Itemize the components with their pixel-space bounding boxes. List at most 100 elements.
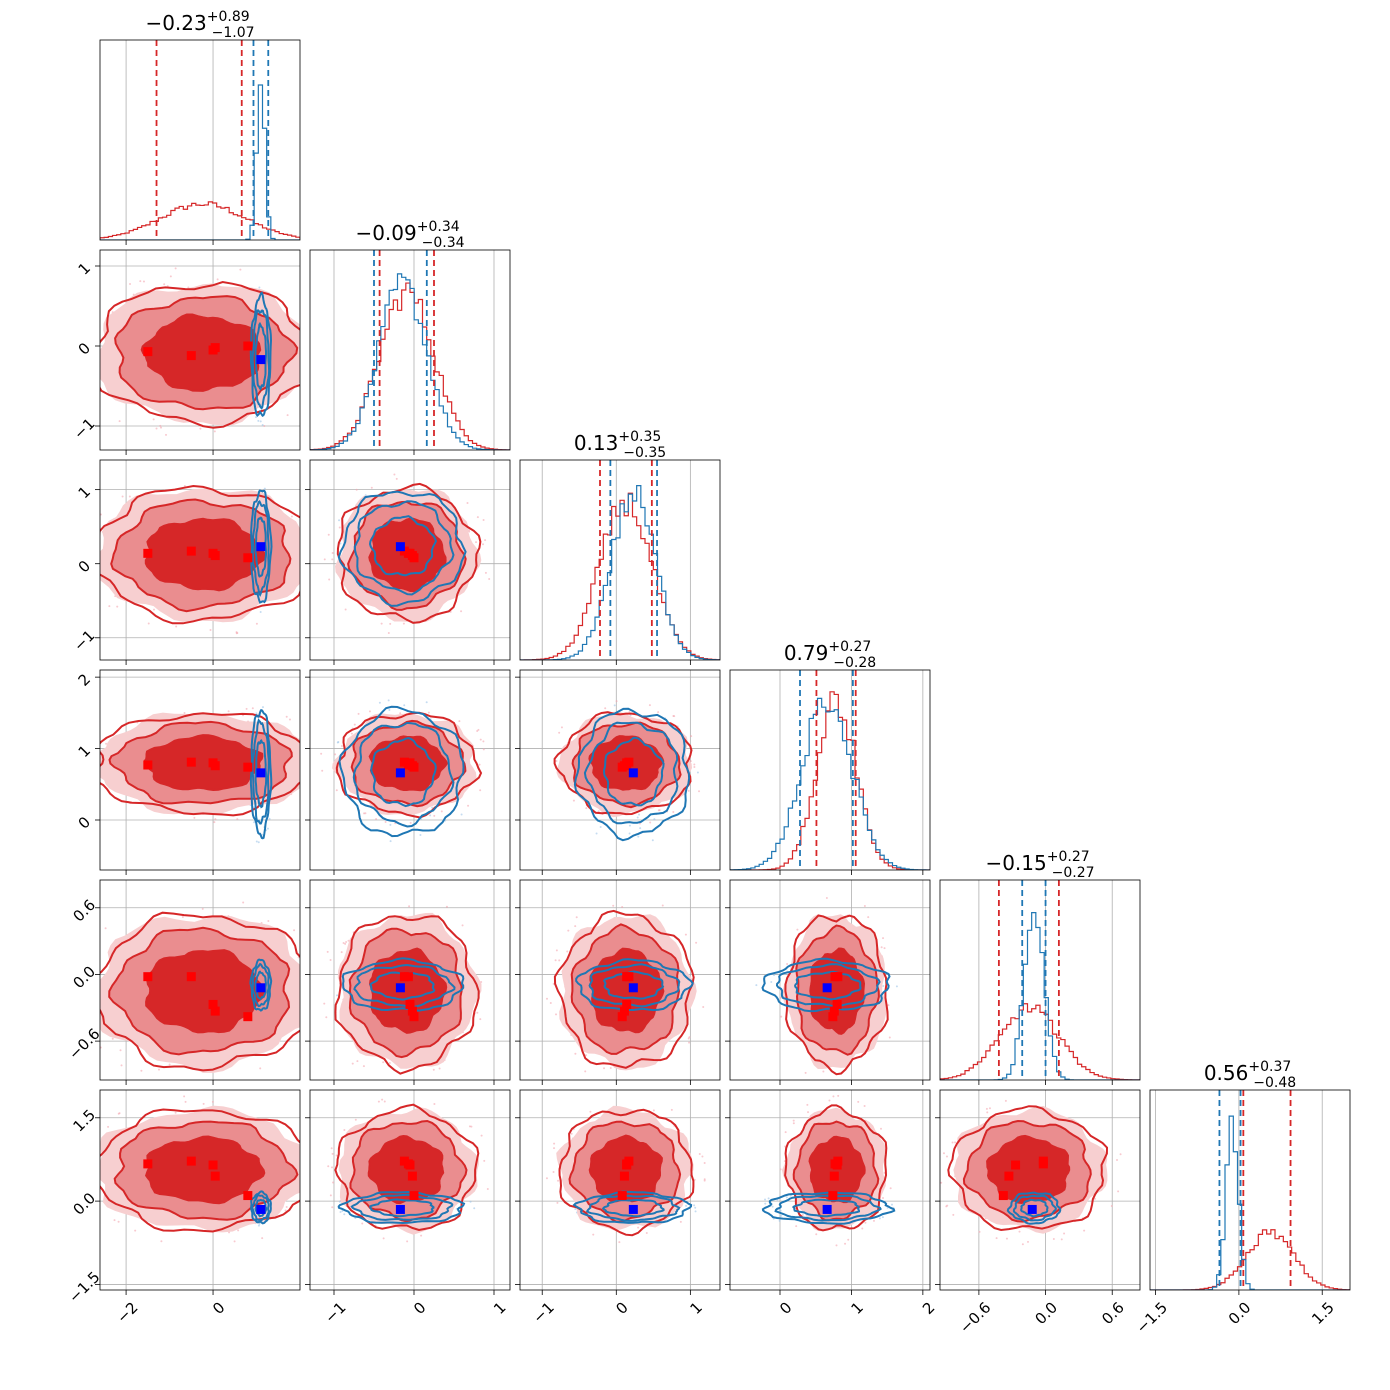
marker-red bbox=[405, 758, 415, 768]
y-tick-label: 1 bbox=[75, 259, 94, 278]
sample-point-red bbox=[649, 821, 652, 824]
panel-content bbox=[730, 880, 930, 1080]
sample-point-red bbox=[1018, 1230, 1021, 1233]
red-contour-inner-fill bbox=[140, 313, 262, 392]
sample-point-red bbox=[342, 942, 345, 945]
sample-point-red bbox=[1021, 1243, 1024, 1246]
sample-point-red bbox=[645, 1231, 648, 1234]
sample-point-red bbox=[476, 1011, 479, 1014]
sample-point-red bbox=[111, 1037, 114, 1040]
sample-point-red bbox=[330, 1158, 332, 1160]
sample-point-red bbox=[134, 1229, 137, 1232]
panel-5-5: 0.56+0.37 −0.48 −1.5 0.0 1.5 bbox=[1133, 1059, 1351, 1337]
sample-point-blue bbox=[694, 1206, 697, 1209]
sample-point-blue bbox=[255, 840, 258, 843]
marker-red bbox=[622, 999, 632, 1009]
sample-point-red bbox=[780, 1015, 783, 1018]
blue-contour-outer bbox=[1006, 1191, 1062, 1225]
red-contour-outer-line bbox=[784, 914, 889, 1076]
title-minus: −0.28 bbox=[833, 655, 876, 671]
sample-point-red bbox=[475, 541, 478, 544]
sample-point-red bbox=[152, 418, 155, 421]
sample-point-red bbox=[482, 543, 485, 546]
sample-point-red bbox=[882, 1197, 885, 1200]
x-tick-label: 0.0 bbox=[1032, 1298, 1062, 1328]
panel-frame bbox=[99, 1089, 301, 1291]
panel-frame bbox=[519, 879, 721, 1081]
sample-point-red bbox=[94, 730, 96, 732]
sample-point-red bbox=[361, 1222, 364, 1225]
sample-point-red bbox=[857, 1100, 860, 1103]
sample-point-red bbox=[213, 430, 216, 433]
panel-frame bbox=[309, 249, 511, 451]
sample-point-blue bbox=[628, 832, 631, 835]
panel-title: 0.13+0.35 −0.35 bbox=[574, 429, 666, 461]
sample-point-red bbox=[174, 1111, 177, 1114]
sample-point-red bbox=[1110, 1204, 1113, 1207]
blue-contour-outer bbox=[575, 958, 694, 1012]
panel-content bbox=[90, 880, 300, 1080]
sample-point-blue bbox=[771, 1205, 774, 1208]
sample-point-blue bbox=[389, 823, 392, 826]
sample-point-red bbox=[395, 477, 398, 480]
sample-point-red bbox=[245, 707, 248, 710]
x-tick-label: 0 bbox=[612, 1298, 631, 1317]
sample-point-red bbox=[334, 753, 337, 756]
marker-red bbox=[622, 1160, 632, 1170]
sample-point-red bbox=[985, 1107, 988, 1110]
sample-point-blue bbox=[629, 714, 632, 717]
histogram-red bbox=[1150, 1229, 1350, 1290]
sample-point-red bbox=[584, 1054, 587, 1057]
sample-point-red bbox=[861, 1227, 864, 1230]
sample-point-red bbox=[263, 424, 266, 427]
blue-contour-mid bbox=[352, 721, 455, 828]
sample-point-red bbox=[316, 773, 318, 775]
sample-point-red bbox=[328, 578, 331, 581]
sample-point-red bbox=[806, 1103, 809, 1106]
blue-contour-outer bbox=[249, 709, 273, 840]
panel-content bbox=[520, 1090, 720, 1290]
sample-point-blue bbox=[259, 610, 262, 613]
sample-point-red bbox=[575, 916, 578, 919]
sample-point-blue bbox=[268, 817, 271, 820]
sample-point-red bbox=[237, 1229, 240, 1232]
sample-point-red bbox=[183, 1095, 186, 1098]
sample-point-blue bbox=[639, 827, 642, 830]
sample-point-blue bbox=[764, 1202, 767, 1205]
sample-point-red bbox=[94, 1136, 96, 1138]
sample-point-red bbox=[330, 570, 332, 572]
sample-point-red bbox=[363, 812, 366, 815]
sample-point-red bbox=[402, 622, 405, 625]
sample-point-red bbox=[92, 596, 94, 598]
blue-contour-inner bbox=[794, 970, 862, 1001]
marker-blue bbox=[395, 1204, 405, 1214]
sample-point-red bbox=[90, 509, 92, 511]
panel-1-0: −1 0 1 bbox=[70, 249, 301, 455]
title-median: −0.15 bbox=[985, 851, 1046, 875]
sample-point-blue bbox=[263, 487, 266, 490]
panel-5-3: 0 1 2 bbox=[725, 1089, 938, 1318]
panel-title: −0.09+0.34 −0.34 bbox=[355, 219, 464, 251]
sample-point-red bbox=[90, 961, 92, 963]
sample-point-red bbox=[832, 1095, 835, 1098]
sample-point-red bbox=[89, 543, 91, 545]
marker-red bbox=[407, 1171, 417, 1181]
sample-point-red bbox=[880, 946, 883, 949]
y-tick-label: 0 bbox=[75, 339, 94, 358]
sample-point-red bbox=[323, 774, 325, 776]
blue-contour-outer bbox=[341, 957, 465, 1012]
sample-point-blue bbox=[685, 1204, 688, 1207]
sample-point-red bbox=[113, 1219, 116, 1222]
marker-red bbox=[1004, 1171, 1014, 1181]
sample-point-red bbox=[480, 1134, 483, 1137]
sample-point-red bbox=[484, 539, 487, 542]
sample-point-blue bbox=[253, 821, 256, 824]
panel-5-0: −2 0 −1.5 0.0 1.5 bbox=[65, 1089, 332, 1327]
sample-point-red bbox=[95, 1168, 97, 1170]
sample-point-red bbox=[90, 772, 92, 774]
sample-point-red bbox=[1093, 1197, 1096, 1200]
sample-point-red bbox=[883, 947, 886, 950]
sample-point-blue bbox=[257, 1224, 260, 1227]
sample-point-red bbox=[338, 526, 341, 529]
panel-content bbox=[89, 460, 332, 660]
